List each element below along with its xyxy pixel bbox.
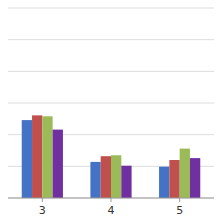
x-tick-label: 4 — [108, 204, 115, 217]
bar — [121, 166, 131, 198]
x-tick-label: 5 — [176, 204, 183, 217]
bar — [32, 115, 42, 198]
bar — [111, 155, 121, 198]
x-tick-label: 3 — [39, 204, 46, 217]
bar — [169, 160, 179, 198]
x-tick — [42, 198, 43, 202]
bar — [53, 130, 63, 198]
bar — [159, 167, 169, 198]
chart: 3 4 5 — [0, 0, 222, 222]
x-axis: 3 4 5 — [8, 198, 214, 217]
grid-line — [8, 8, 214, 9]
bar — [42, 116, 52, 198]
chart-container: 3 4 5 — [0, 0, 222, 222]
grid — [8, 8, 214, 198]
bar — [22, 120, 32, 198]
x-tick — [179, 198, 180, 202]
bar — [190, 158, 200, 198]
bar — [90, 162, 100, 198]
grid-line — [8, 103, 214, 104]
bar — [180, 149, 190, 198]
x-tick — [111, 198, 112, 202]
bar — [101, 156, 111, 198]
grid-line — [8, 39, 214, 40]
bars — [22, 115, 201, 198]
grid-line — [8, 71, 214, 72]
